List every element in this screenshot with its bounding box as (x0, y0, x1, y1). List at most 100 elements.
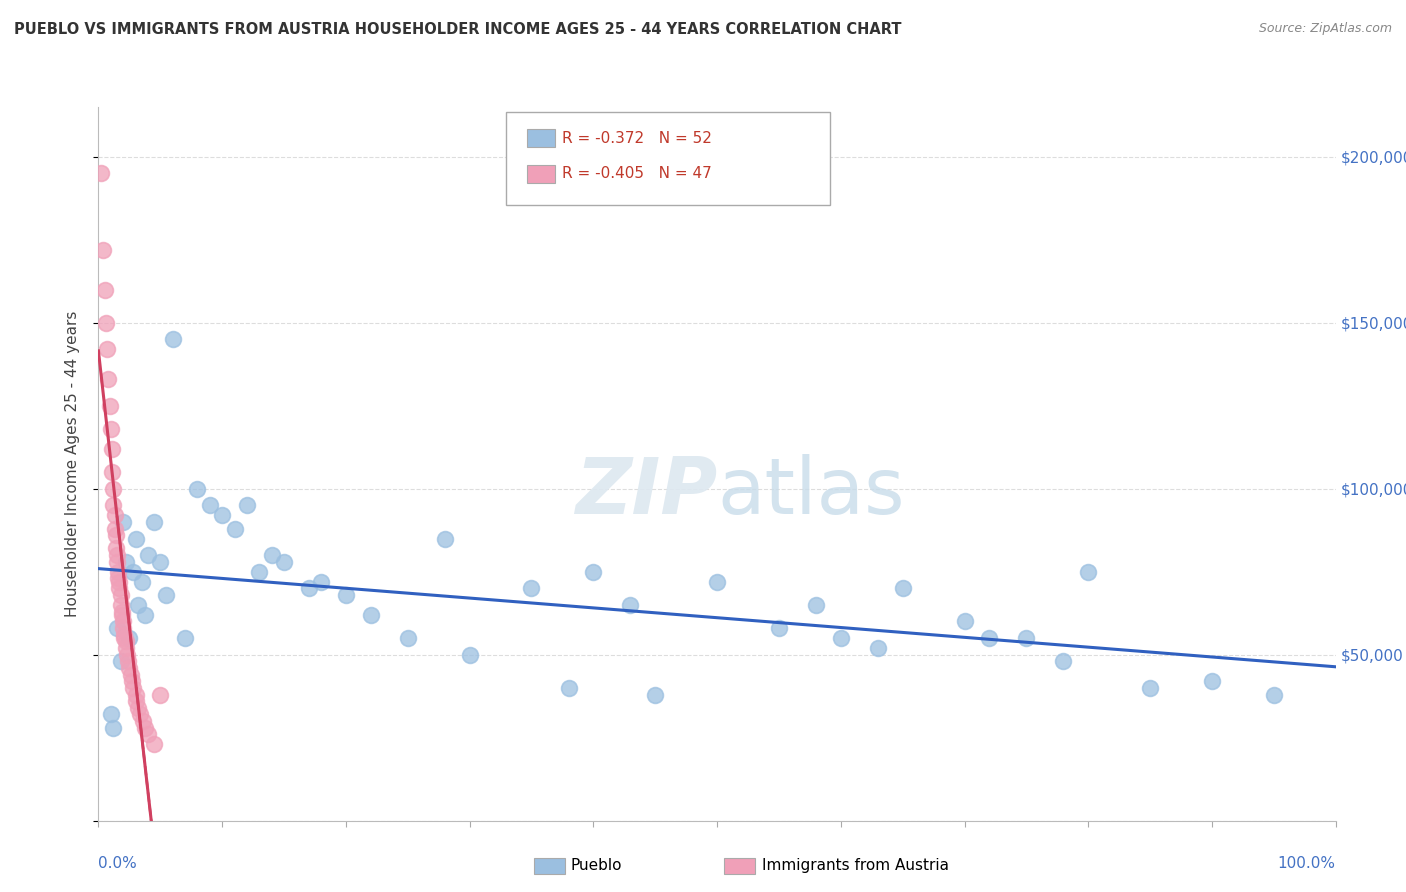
Text: Source: ZipAtlas.com: Source: ZipAtlas.com (1258, 22, 1392, 36)
Point (112, 621, 135, 635)
Point (953, 615, 976, 629)
Text: Immigrants from Austria: Immigrants from Austria (762, 858, 949, 872)
Point (103, 508, 125, 523)
Point (111, 607, 134, 622)
Point (112, 631, 135, 645)
Point (134, 607, 156, 622)
Point (105, 555, 128, 569)
Point (124, 532, 146, 546)
Point (100, 422, 122, 436)
Point (93, 283, 115, 297)
Point (127, 598, 149, 612)
Point (1201, 674, 1223, 689)
Point (94, 316, 117, 330)
Point (93, 243, 115, 257)
Point (117, 654, 139, 668)
Point (155, 588, 177, 602)
Point (149, 688, 172, 702)
Point (122, 565, 145, 579)
Point (198, 499, 221, 513)
Point (143, 515, 166, 529)
Point (224, 522, 246, 536)
Point (211, 508, 233, 523)
Point (112, 515, 135, 529)
Point (114, 641, 136, 656)
Point (1139, 681, 1161, 695)
Point (101, 465, 124, 479)
Point (174, 631, 197, 645)
Point (110, 598, 132, 612)
Text: 100.0%: 100.0% (1278, 856, 1336, 871)
Point (96, 343, 118, 357)
Point (107, 571, 129, 585)
Text: R = -0.405   N = 47: R = -0.405 N = 47 (562, 167, 713, 181)
Point (979, 631, 1001, 645)
Point (110, 588, 132, 602)
Point (804, 598, 827, 612)
Point (115, 648, 138, 662)
Point (112, 628, 135, 642)
Point (582, 565, 605, 579)
Point (644, 688, 666, 702)
Point (360, 607, 382, 622)
Point (103, 482, 125, 496)
Text: ZIP: ZIP (575, 454, 717, 531)
Point (103, 499, 125, 513)
Point (768, 621, 790, 635)
Point (557, 681, 579, 695)
Point (118, 631, 141, 645)
Point (1077, 565, 1099, 579)
Point (891, 582, 914, 596)
Point (112, 615, 135, 629)
Point (127, 700, 149, 714)
Point (108, 574, 131, 589)
Point (236, 499, 259, 513)
Point (335, 588, 357, 602)
Point (129, 707, 152, 722)
Point (97, 372, 120, 386)
Point (830, 631, 852, 645)
Point (103, 721, 125, 735)
Point (1015, 631, 1038, 645)
Point (124, 688, 146, 702)
Point (98, 399, 121, 413)
Point (118, 661, 141, 675)
Point (298, 582, 321, 596)
Text: 0.0%: 0.0% (98, 856, 138, 871)
Point (90, 166, 112, 180)
Point (619, 598, 641, 612)
Point (866, 641, 889, 656)
Point (143, 737, 166, 751)
Point (433, 532, 456, 546)
Point (247, 565, 270, 579)
Point (114, 555, 136, 569)
Point (136, 548, 159, 562)
Point (260, 548, 283, 562)
Point (122, 681, 145, 695)
Point (134, 721, 156, 735)
Point (104, 541, 127, 556)
Point (100, 707, 122, 722)
Point (104, 528, 127, 542)
Text: atlas: atlas (717, 454, 904, 531)
Point (103, 522, 125, 536)
Point (107, 565, 129, 579)
Point (1052, 654, 1074, 668)
Point (121, 674, 143, 689)
Y-axis label: Householder Income Ages 25 - 44 years: Householder Income Ages 25 - 44 years (65, 310, 80, 617)
Point (110, 654, 132, 668)
Point (105, 548, 128, 562)
Point (124, 694, 146, 708)
Point (105, 621, 128, 635)
Point (396, 631, 419, 645)
Point (120, 667, 142, 681)
Point (309, 574, 332, 589)
Point (114, 634, 136, 648)
Point (149, 555, 172, 569)
Text: PUEBLO VS IMMIGRANTS FROM AUSTRIA HOUSEHOLDER INCOME AGES 25 - 44 YEARS CORRELAT: PUEBLO VS IMMIGRANTS FROM AUSTRIA HOUSEH… (14, 22, 901, 37)
Point (136, 727, 159, 741)
Point (131, 574, 153, 589)
Point (273, 555, 295, 569)
Point (706, 574, 728, 589)
Point (132, 714, 155, 728)
